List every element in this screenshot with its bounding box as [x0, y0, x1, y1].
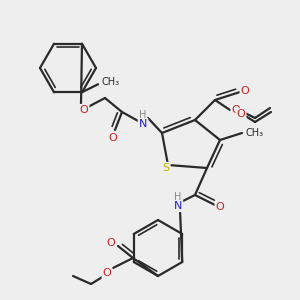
Text: O: O [232, 105, 240, 115]
Text: H: H [139, 110, 147, 120]
Text: O: O [109, 133, 117, 143]
Text: H: H [174, 192, 182, 202]
Text: O: O [103, 268, 111, 278]
Text: CH₃: CH₃ [246, 128, 264, 138]
Text: O: O [106, 238, 116, 248]
Text: O: O [237, 109, 245, 119]
Text: O: O [242, 87, 250, 97]
Text: O: O [241, 86, 249, 96]
Text: S: S [162, 163, 169, 173]
Text: CH₃: CH₃ [102, 77, 120, 87]
Text: N: N [139, 119, 147, 129]
Text: N: N [174, 201, 182, 211]
Text: O: O [216, 202, 224, 212]
Text: O: O [80, 105, 88, 115]
